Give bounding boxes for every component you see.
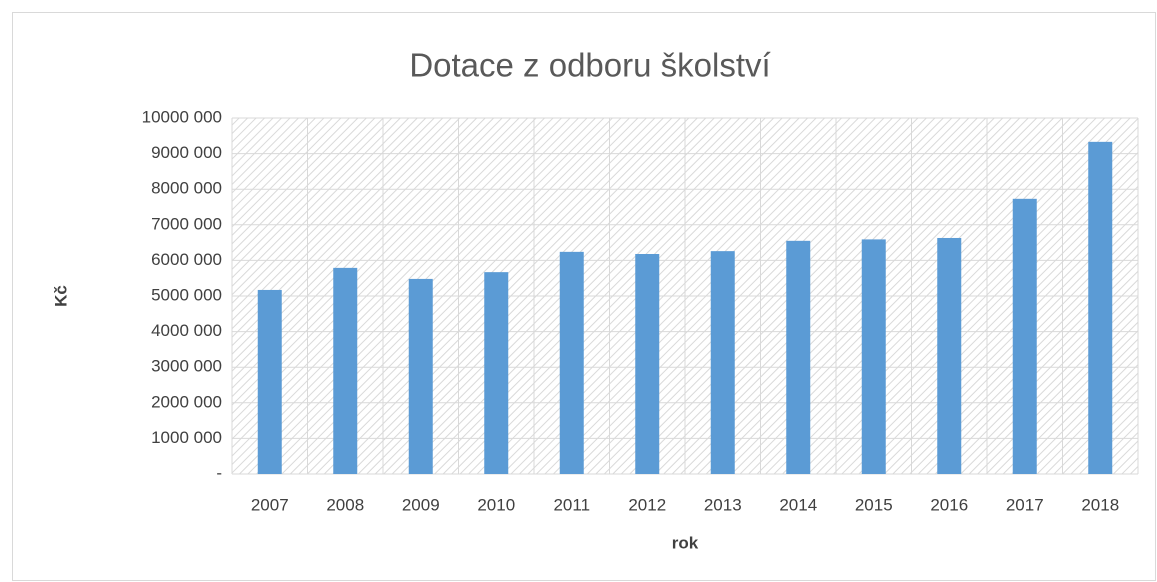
bar (408, 278, 433, 474)
x-axis-title: rok (672, 533, 699, 552)
y-tick-label: 7000 000 (151, 214, 222, 233)
x-tick-label: 2012 (628, 495, 666, 514)
bar (1012, 198, 1037, 474)
y-tick-label: - (216, 463, 222, 482)
x-tick-label: 2013 (704, 495, 742, 514)
x-tick-label: 2016 (930, 495, 968, 514)
bar (635, 253, 660, 474)
bar (710, 251, 735, 474)
x-tick-label: 2010 (477, 495, 515, 514)
bar (786, 240, 811, 474)
x-tick-label: 2008 (326, 495, 364, 514)
bar (257, 289, 282, 474)
y-tick-label: 3000 000 (151, 357, 222, 376)
x-tick-label: 2007 (251, 495, 289, 514)
x-tick-label: 2014 (779, 495, 817, 514)
bar (861, 239, 886, 474)
x-tick-label: 2015 (855, 495, 893, 514)
bar (1088, 141, 1113, 475)
x-tick-label: 2009 (402, 495, 440, 514)
y-tick-label: 9000 000 (151, 143, 222, 162)
y-tick-label: 5000 000 (151, 285, 222, 304)
bar (559, 251, 584, 474)
y-tick-label: 8000 000 (151, 179, 222, 198)
y-axis-title: Kč (51, 285, 70, 307)
x-tick-label: 2011 (553, 495, 590, 514)
y-tick-label: 4000 000 (151, 321, 222, 340)
x-tick-label: 2018 (1081, 495, 1119, 514)
x-tick-label: 2017 (1006, 495, 1044, 514)
bar (333, 267, 358, 474)
y-tick-label: 2000 000 (151, 392, 222, 411)
bar (937, 237, 962, 474)
bar (484, 272, 509, 474)
chart-title: Dotace z odboru školství (409, 47, 770, 84)
y-tick-label: 10000 000 (142, 107, 222, 126)
y-tick-label: 6000 000 (151, 250, 222, 269)
y-tick-label: 1000 000 (151, 428, 222, 447)
